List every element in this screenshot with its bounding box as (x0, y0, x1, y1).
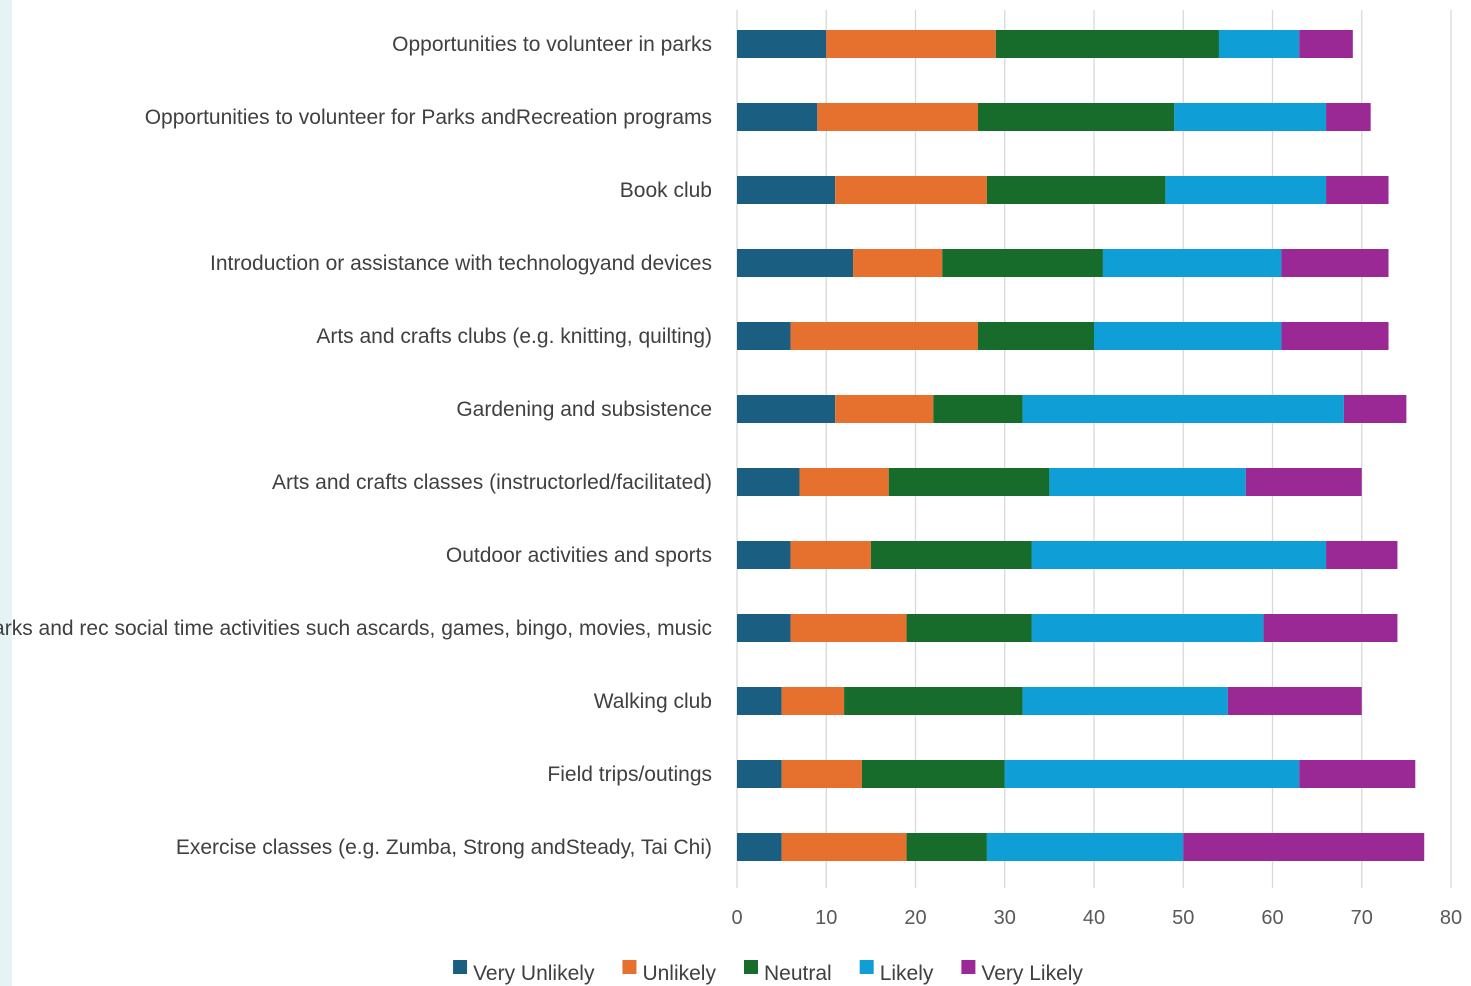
bar-segment-neutral (906, 833, 987, 861)
bar-segment-likely (1094, 322, 1282, 350)
bars (737, 30, 1425, 861)
bar-segment-neutral (933, 395, 1023, 423)
legend-label: Likely (880, 962, 934, 985)
bar-segment-very-likely (1227, 687, 1362, 715)
bar-segment-very-likely (1263, 614, 1398, 642)
x-tick-label: 10 (815, 907, 837, 929)
bar-segment-very-likely (1245, 468, 1362, 496)
legend-swatch (743, 960, 758, 974)
bar-segment-unlikely (790, 541, 871, 569)
bar-segment-likely (1004, 760, 1300, 788)
bar-segment-neutral (906, 614, 1032, 642)
bar-segment-likely (986, 833, 1184, 861)
bar-segment-very-likely (1326, 541, 1398, 569)
bar-segment-neutral (986, 176, 1166, 204)
gridlines (736, 10, 1452, 888)
bar-segment-likely (1174, 103, 1327, 131)
bar-segment-very-likely (1281, 322, 1389, 350)
bar-segment-unlikely (835, 395, 934, 423)
category-label: Gardening and subsistence (456, 398, 712, 421)
bar-segment-very-unlikely (737, 687, 782, 715)
bar-segment-likely (1218, 30, 1300, 58)
category-label: Arts and crafts classes (instructorled/f… (272, 471, 712, 494)
bar-segment-very-unlikely (737, 760, 782, 788)
bar-segment-very-unlikely (737, 833, 782, 861)
x-tick-label: 50 (1172, 907, 1194, 929)
bar-segment-very-likely (1326, 103, 1371, 131)
bar-segment-neutral (888, 468, 1050, 496)
bar-segment-likely (1165, 176, 1327, 204)
category-label: Introduction or assistance with technolo… (210, 252, 712, 275)
bar-segment-likely (1031, 541, 1327, 569)
bar-segment-unlikely (790, 614, 907, 642)
bar-segment-likely (1031, 614, 1264, 642)
bar-segment-likely (1102, 249, 1282, 277)
legend-label: Very Likely (981, 962, 1083, 985)
bar-segment-very-unlikely (737, 322, 791, 350)
bar-segment-very-likely (1299, 760, 1416, 788)
bar-segment-unlikely (781, 833, 907, 861)
x-tick-label: 40 (1083, 907, 1105, 929)
bar-segment-very-likely (1281, 249, 1389, 277)
category-label: Exercise classes (e.g. Zumba, Strong and… (176, 836, 712, 859)
bar-segment-unlikely (799, 468, 889, 496)
category-label: Outdoor activities and sports (446, 544, 712, 567)
x-tick-label: 70 (1351, 907, 1373, 929)
x-tick-label: 30 (994, 907, 1016, 929)
category-label: Arts and crafts clubs (e.g. knitting, qu… (316, 325, 712, 348)
category-label: Opportunities to volunteer for Parks and… (145, 106, 712, 129)
bar-segment-very-unlikely (737, 614, 791, 642)
bar-segment-unlikely (790, 322, 978, 350)
x-tick-label: 0 (731, 907, 742, 929)
bar-segment-likely (1049, 468, 1246, 496)
bar-segment-very-likely (1299, 30, 1353, 58)
x-axis-ticks: 0 10 20 30 40 50 60 70 80 (731, 907, 1462, 929)
legend: Very Unlikely Unlikely Neutral Likely Very L… (453, 960, 1083, 985)
category-label: Book club (620, 179, 712, 202)
bar-segment-unlikely (826, 30, 996, 58)
legend-label: Neutral (764, 962, 832, 985)
x-tick-label: 60 (1261, 907, 1283, 929)
category-label: Field trips/outings (547, 763, 712, 786)
bar-segment-likely (1022, 687, 1228, 715)
legend-swatch (622, 960, 637, 974)
bar-segment-neutral (844, 687, 1023, 715)
category-label: Walking club (594, 690, 712, 713)
bar-segment-likely (1022, 395, 1344, 423)
category-labels: Opportunities to volunteer in parks Oppor… (0, 33, 712, 859)
bar-segment-neutral (870, 541, 1032, 569)
bar-segment-neutral (977, 103, 1175, 131)
bar-segment-very-unlikely (737, 395, 836, 423)
bar-segment-neutral (995, 30, 1219, 58)
bar-segment-neutral (977, 322, 1094, 350)
bar-segment-very-unlikely (737, 541, 791, 569)
bar-segment-unlikely (853, 249, 943, 277)
bar-segment-unlikely (781, 687, 845, 715)
bar-segment-unlikely (817, 103, 978, 131)
bar-segment-neutral (942, 249, 1103, 277)
x-tick-label: 80 (1440, 907, 1462, 929)
legend-swatch (961, 960, 976, 974)
bar-segment-very-unlikely (737, 176, 836, 204)
bar-segment-very-likely (1183, 833, 1425, 861)
bar-segment-unlikely (781, 760, 862, 788)
legend-label: Very Unlikely (473, 962, 595, 985)
category-label: Opportunities to volunteer in parks (392, 33, 712, 56)
bar-segment-very-likely (1343, 395, 1407, 423)
background-strip (0, 0, 12, 986)
bar-segment-very-likely (1326, 176, 1389, 204)
bar-segment-very-unlikely (737, 30, 827, 58)
bar-segment-very-unlikely (737, 249, 854, 277)
category-label: Parks and rec social time activities suc… (0, 617, 712, 640)
bar-segment-very-unlikely (737, 468, 800, 496)
bar-segment-unlikely (835, 176, 987, 204)
legend-swatch (859, 960, 874, 974)
bar-segment-very-unlikely (737, 103, 818, 131)
legend-swatch (453, 960, 468, 974)
x-tick-label: 20 (904, 907, 926, 929)
legend-label: Unlikely (642, 962, 716, 985)
bar-segment-neutral (861, 760, 1005, 788)
